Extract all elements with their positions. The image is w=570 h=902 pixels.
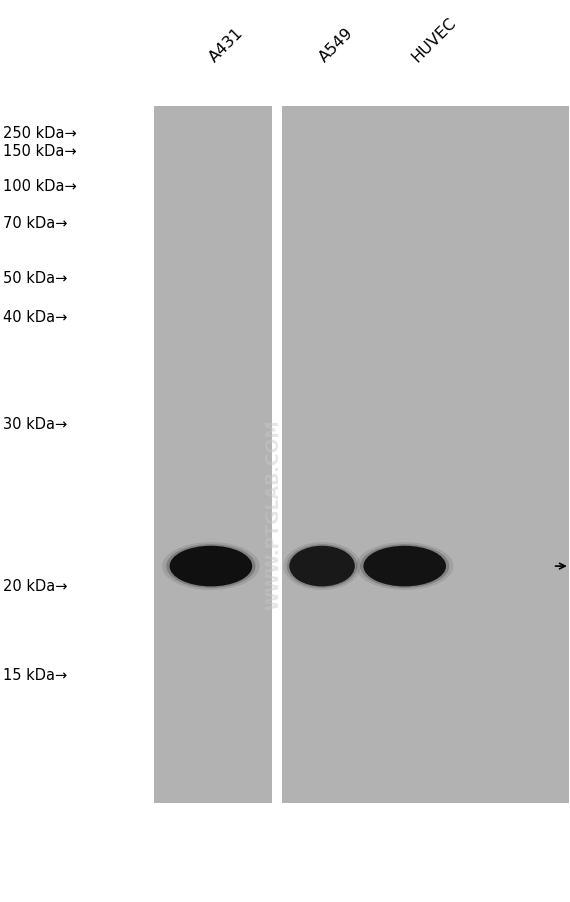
Text: WWW.PTGLAB.COM: WWW.PTGLAB.COM (264, 419, 283, 610)
Ellipse shape (170, 547, 252, 587)
Text: 50 kDa→: 50 kDa→ (3, 271, 67, 285)
Text: A549: A549 (316, 25, 356, 65)
Ellipse shape (166, 545, 255, 588)
Text: 70 kDa→: 70 kDa→ (3, 216, 67, 231)
Ellipse shape (162, 542, 260, 591)
Text: 20 kDa→: 20 kDa→ (3, 579, 67, 594)
Ellipse shape (283, 542, 361, 591)
Ellipse shape (287, 545, 357, 588)
Text: 150 kDa→: 150 kDa→ (3, 144, 76, 159)
Ellipse shape (364, 547, 446, 587)
Text: 250 kDa→: 250 kDa→ (3, 126, 76, 141)
Text: 100 kDa→: 100 kDa→ (3, 179, 76, 193)
Text: HUVEC: HUVEC (409, 14, 459, 65)
Ellipse shape (360, 545, 449, 588)
Text: A431: A431 (206, 25, 246, 65)
Text: 15 kDa→: 15 kDa→ (3, 667, 67, 682)
Text: 40 kDa→: 40 kDa→ (3, 310, 67, 325)
Bar (282, 106, 569, 803)
Bar (154, 106, 272, 803)
Ellipse shape (289, 547, 355, 587)
Text: 30 kDa→: 30 kDa→ (3, 417, 67, 431)
Ellipse shape (356, 542, 454, 591)
